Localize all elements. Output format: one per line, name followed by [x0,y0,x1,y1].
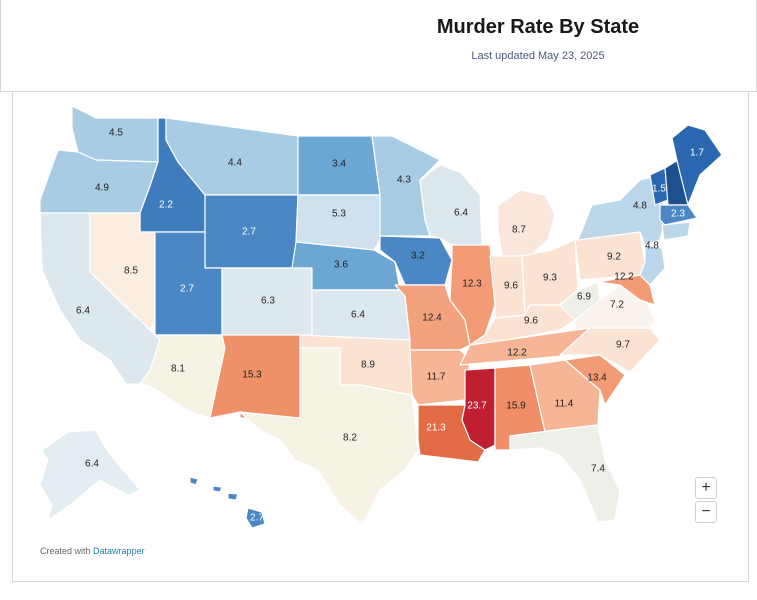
state-RI-CT[interactable] [661,221,691,241]
state-value-WI: 6.4 [454,208,468,219]
state-value-MS: 23.7 [467,401,487,412]
state-value-LA: 21.3 [426,423,446,434]
state-NJ[interactable] [639,244,666,286]
state-value-HI: 2.7 [250,513,264,524]
state-MI[interactable] [497,189,556,257]
state-value-NV: 8.5 [124,266,138,277]
datawrapper-link[interactable]: Datawrapper [93,546,145,556]
state-value-TN: 12.2 [507,348,527,359]
state-TX[interactable] [239,347,419,526]
state-value-GA: 11.4 [555,399,574,410]
state-value-CO: 6.3 [261,296,275,307]
state-value-SD: 5.3 [332,209,346,220]
state-value-AR: 11.7 [427,372,446,383]
state-value-NY: 4.8 [633,201,647,212]
state-HI[interactable] [189,476,266,529]
state-value-WV: 6.9 [577,292,591,303]
state-value-FL: 7.4 [591,464,605,475]
state-value-OH: 9.3 [543,273,557,284]
state-value-TX: 8.2 [343,433,357,444]
state-value-CA: 6.4 [76,306,90,317]
state-value-AK: 6.4 [85,459,99,470]
state-value-MN: 4.3 [397,175,411,186]
state-value-NJ: 4.8 [645,241,659,252]
state-AK[interactable] [39,429,141,521]
state-SD[interactable] [295,194,381,251]
state-value-NM: 15.3 [242,370,262,381]
chart-title: Murder Rate By State [436,16,640,38]
state-value-MD: 12.2 [614,272,634,283]
state-value-IN: 9.6 [504,281,518,292]
state-ME[interactable] [671,124,723,206]
state-value-VA: 7.2 [610,300,624,311]
state-value-NC: 9.7 [616,340,630,351]
state-value-UT: 2.7 [180,284,194,295]
state-value-IA: 3.2 [411,251,425,262]
credit-line: Created with Datawrapper [40,546,145,556]
state-value-MA: 2.3 [671,209,685,220]
state-value-VT: 1.5 [652,184,666,195]
state-MA[interactable] [659,204,698,226]
state-value-OR: 4.9 [95,183,109,194]
state-value-KS: 6.4 [351,310,365,321]
state-value-IL: 12.3 [462,279,482,290]
state-value-AL: 15.9 [506,401,526,412]
zoom-out-button[interactable]: − [695,501,717,523]
state-MO[interactable] [394,284,471,351]
state-value-KY: 9.6 [524,316,538,327]
state-value-ME: 1.7 [690,148,704,159]
zoom-in-button[interactable]: + [695,477,717,499]
state-SC[interactable] [564,354,626,406]
state-value-OK: 8.9 [361,360,375,371]
state-WI[interactable] [419,164,483,246]
state-value-MI: 8.7 [512,225,526,236]
state-value-ID: 2.2 [159,200,173,211]
state-value-MT: 4.4 [228,158,242,169]
state-value-SC: 13.4 [587,373,607,384]
chart-subtitle: Last updated May 23, 2025 [471,50,605,62]
state-value-NE: 3.6 [334,260,348,271]
state-value-PA: 9.2 [607,252,621,263]
state-value-MO: 12.4 [422,313,442,324]
state-value-ND: 3.4 [332,159,346,170]
state-FL[interactable] [509,424,621,523]
credit-prefix: Created with [40,546,91,556]
state-value-AZ: 8.1 [171,364,185,375]
state-value-WA: 4.5 [109,128,123,139]
state-value-WY: 2.7 [242,227,256,238]
